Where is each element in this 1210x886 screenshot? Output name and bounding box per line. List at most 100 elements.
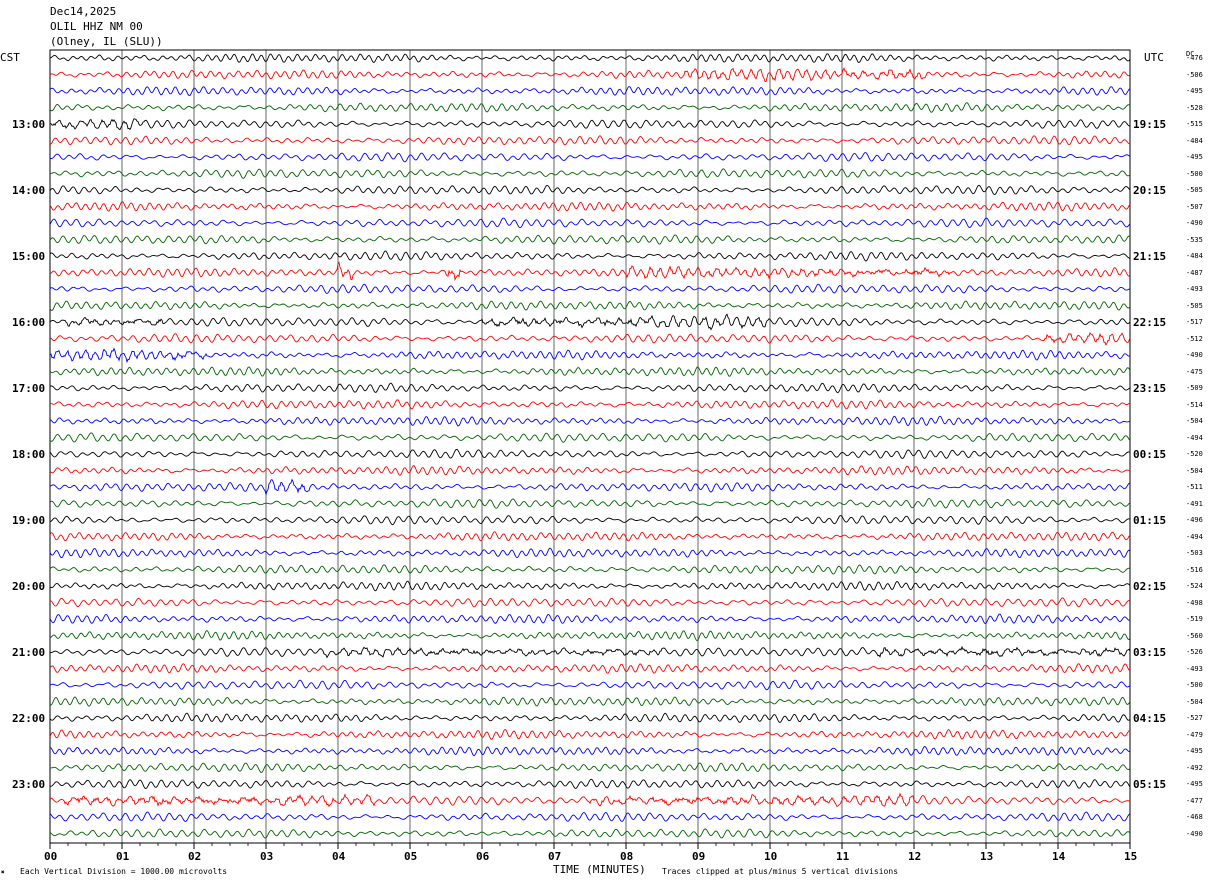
x-tick-label: 15	[1124, 850, 1138, 863]
x-tick-label: 00	[44, 850, 58, 863]
trace-row-1	[49, 67, 1131, 83]
x-tick-label: 03	[260, 850, 274, 863]
left-hour-label: 17:00	[12, 382, 46, 395]
trace-row-11	[49, 234, 1131, 245]
dc-offset-label: -490	[1186, 829, 1203, 838]
dc-offset-label: -484	[1186, 136, 1203, 145]
trace-row-20	[49, 382, 1131, 394]
dc-offset-label: -477	[1186, 796, 1203, 805]
dc-offset-label: -535	[1186, 235, 1203, 244]
trace-row-24	[49, 448, 1131, 459]
dc-offset-label: -516	[1186, 565, 1203, 574]
right-hour-label: 19:15	[1133, 118, 1167, 131]
right-hour-label: 03:15	[1133, 646, 1167, 659]
plot-frame	[49, 49, 1131, 844]
right-hour-label: 21:15	[1133, 250, 1167, 263]
dc-offset-label: -512	[1186, 334, 1203, 343]
right-hour-label: 23:15	[1133, 382, 1167, 395]
trace-row-45	[49, 792, 1131, 808]
right-hour-label: 04:15	[1133, 712, 1167, 725]
dc-offset-label: -506	[1186, 70, 1203, 79]
trace-row-25	[49, 465, 1131, 476]
dc-offset-label: -500	[1186, 169, 1203, 178]
x-tick-label: 07	[548, 850, 562, 863]
trace-row-21	[49, 399, 1131, 410]
left-hour-label: 21:00	[12, 646, 46, 659]
dc-offset-label: -494	[1186, 433, 1203, 442]
dc-offset-label: -496	[1186, 516, 1203, 524]
trace-row-12	[49, 250, 1131, 262]
trace-row-37	[49, 663, 1131, 674]
trace-row-33	[49, 597, 1131, 608]
trace-row-14	[49, 283, 1131, 295]
trace-row-38	[49, 679, 1131, 691]
left-hour-label: 16:00	[12, 316, 46, 329]
header-location: (Olney, IL (SLU))	[50, 35, 163, 48]
dc-offset-label: -504	[1186, 417, 1203, 425]
right-hour-label: 20:15	[1133, 184, 1167, 197]
dc-offset-label: -527	[1186, 714, 1203, 722]
trace-row-47	[49, 828, 1131, 839]
x-axis-label: TIME (MINUTES)	[553, 863, 646, 876]
trace-row-5	[49, 135, 1131, 146]
trace-row-19	[49, 366, 1131, 377]
trace-row-17	[49, 332, 1131, 346]
dc-offset-label: -494	[1186, 532, 1203, 541]
left-timezone-label: CST	[0, 51, 20, 64]
x-tick-label: 02	[188, 850, 202, 863]
trace-row-10	[49, 217, 1131, 229]
trace-row-22	[49, 415, 1131, 427]
x-tick-label: 09	[692, 850, 706, 863]
right-hour-label: 00:15	[1133, 448, 1167, 461]
left-hour-label: 18:00	[12, 448, 46, 461]
left-hour-label: 20:00	[12, 580, 46, 593]
trace-row-34	[49, 613, 1131, 625]
trace-row-41	[49, 728, 1131, 740]
x-tick-label: 05	[404, 850, 418, 863]
trace-row-30	[49, 547, 1131, 559]
trace-row-6	[49, 152, 1131, 163]
dc-offset-label: -490	[1186, 351, 1203, 359]
dc-offset-label: -500	[1186, 681, 1203, 689]
left-hour-label: 23:00	[12, 778, 46, 791]
dc-offset-label: -511	[1186, 483, 1203, 491]
right-hour-label: 01:15	[1133, 514, 1167, 527]
dc-label: DC	[1186, 50, 1195, 58]
trace-row-46	[49, 811, 1131, 823]
trace-row-9	[49, 201, 1131, 212]
trace-row-28	[49, 515, 1131, 526]
dc-offset-label: -495	[1186, 87, 1203, 95]
x-tick-label: 12	[908, 850, 922, 863]
trace-row-26	[49, 478, 1131, 496]
right-hour-label: 02:15	[1133, 580, 1167, 593]
dc-offset-label: -515	[1186, 120, 1203, 128]
dc-offset-label: -490	[1186, 219, 1203, 227]
trace-row-4	[49, 118, 1131, 131]
right-timezone-label: UTC	[1144, 51, 1164, 64]
trace-row-36	[49, 645, 1131, 659]
left-hour-label: 19:00	[12, 514, 46, 527]
x-tick-label: 13	[980, 850, 994, 863]
trace-row-18	[49, 347, 1131, 364]
right-hour-label: 22:15	[1133, 316, 1167, 329]
dc-offset-label: -509	[1186, 384, 1203, 392]
trace-row-8	[49, 184, 1131, 195]
x-tick-label: 14	[1052, 850, 1066, 863]
trace-row-23	[49, 432, 1131, 443]
header-date: Dec14,2025	[50, 5, 117, 18]
dc-offset-label: -504	[1186, 697, 1203, 706]
x-tick-label: 08	[620, 850, 634, 863]
dc-offset-label: -514	[1186, 400, 1203, 409]
x-tick-label: 11	[836, 850, 850, 863]
trace-row-39	[49, 696, 1131, 707]
dc-offset-label: -560	[1186, 631, 1203, 640]
trace-row-43	[49, 762, 1131, 773]
trace-row-13	[49, 261, 1131, 282]
header-station: OLIL HHZ NM 00	[50, 20, 143, 33]
dc-offset-label: -495	[1186, 747, 1203, 755]
trace-row-31	[49, 564, 1131, 575]
trace-row-2	[49, 85, 1131, 97]
trace-row-32	[49, 580, 1131, 592]
x-tick-label: 10	[764, 850, 778, 863]
